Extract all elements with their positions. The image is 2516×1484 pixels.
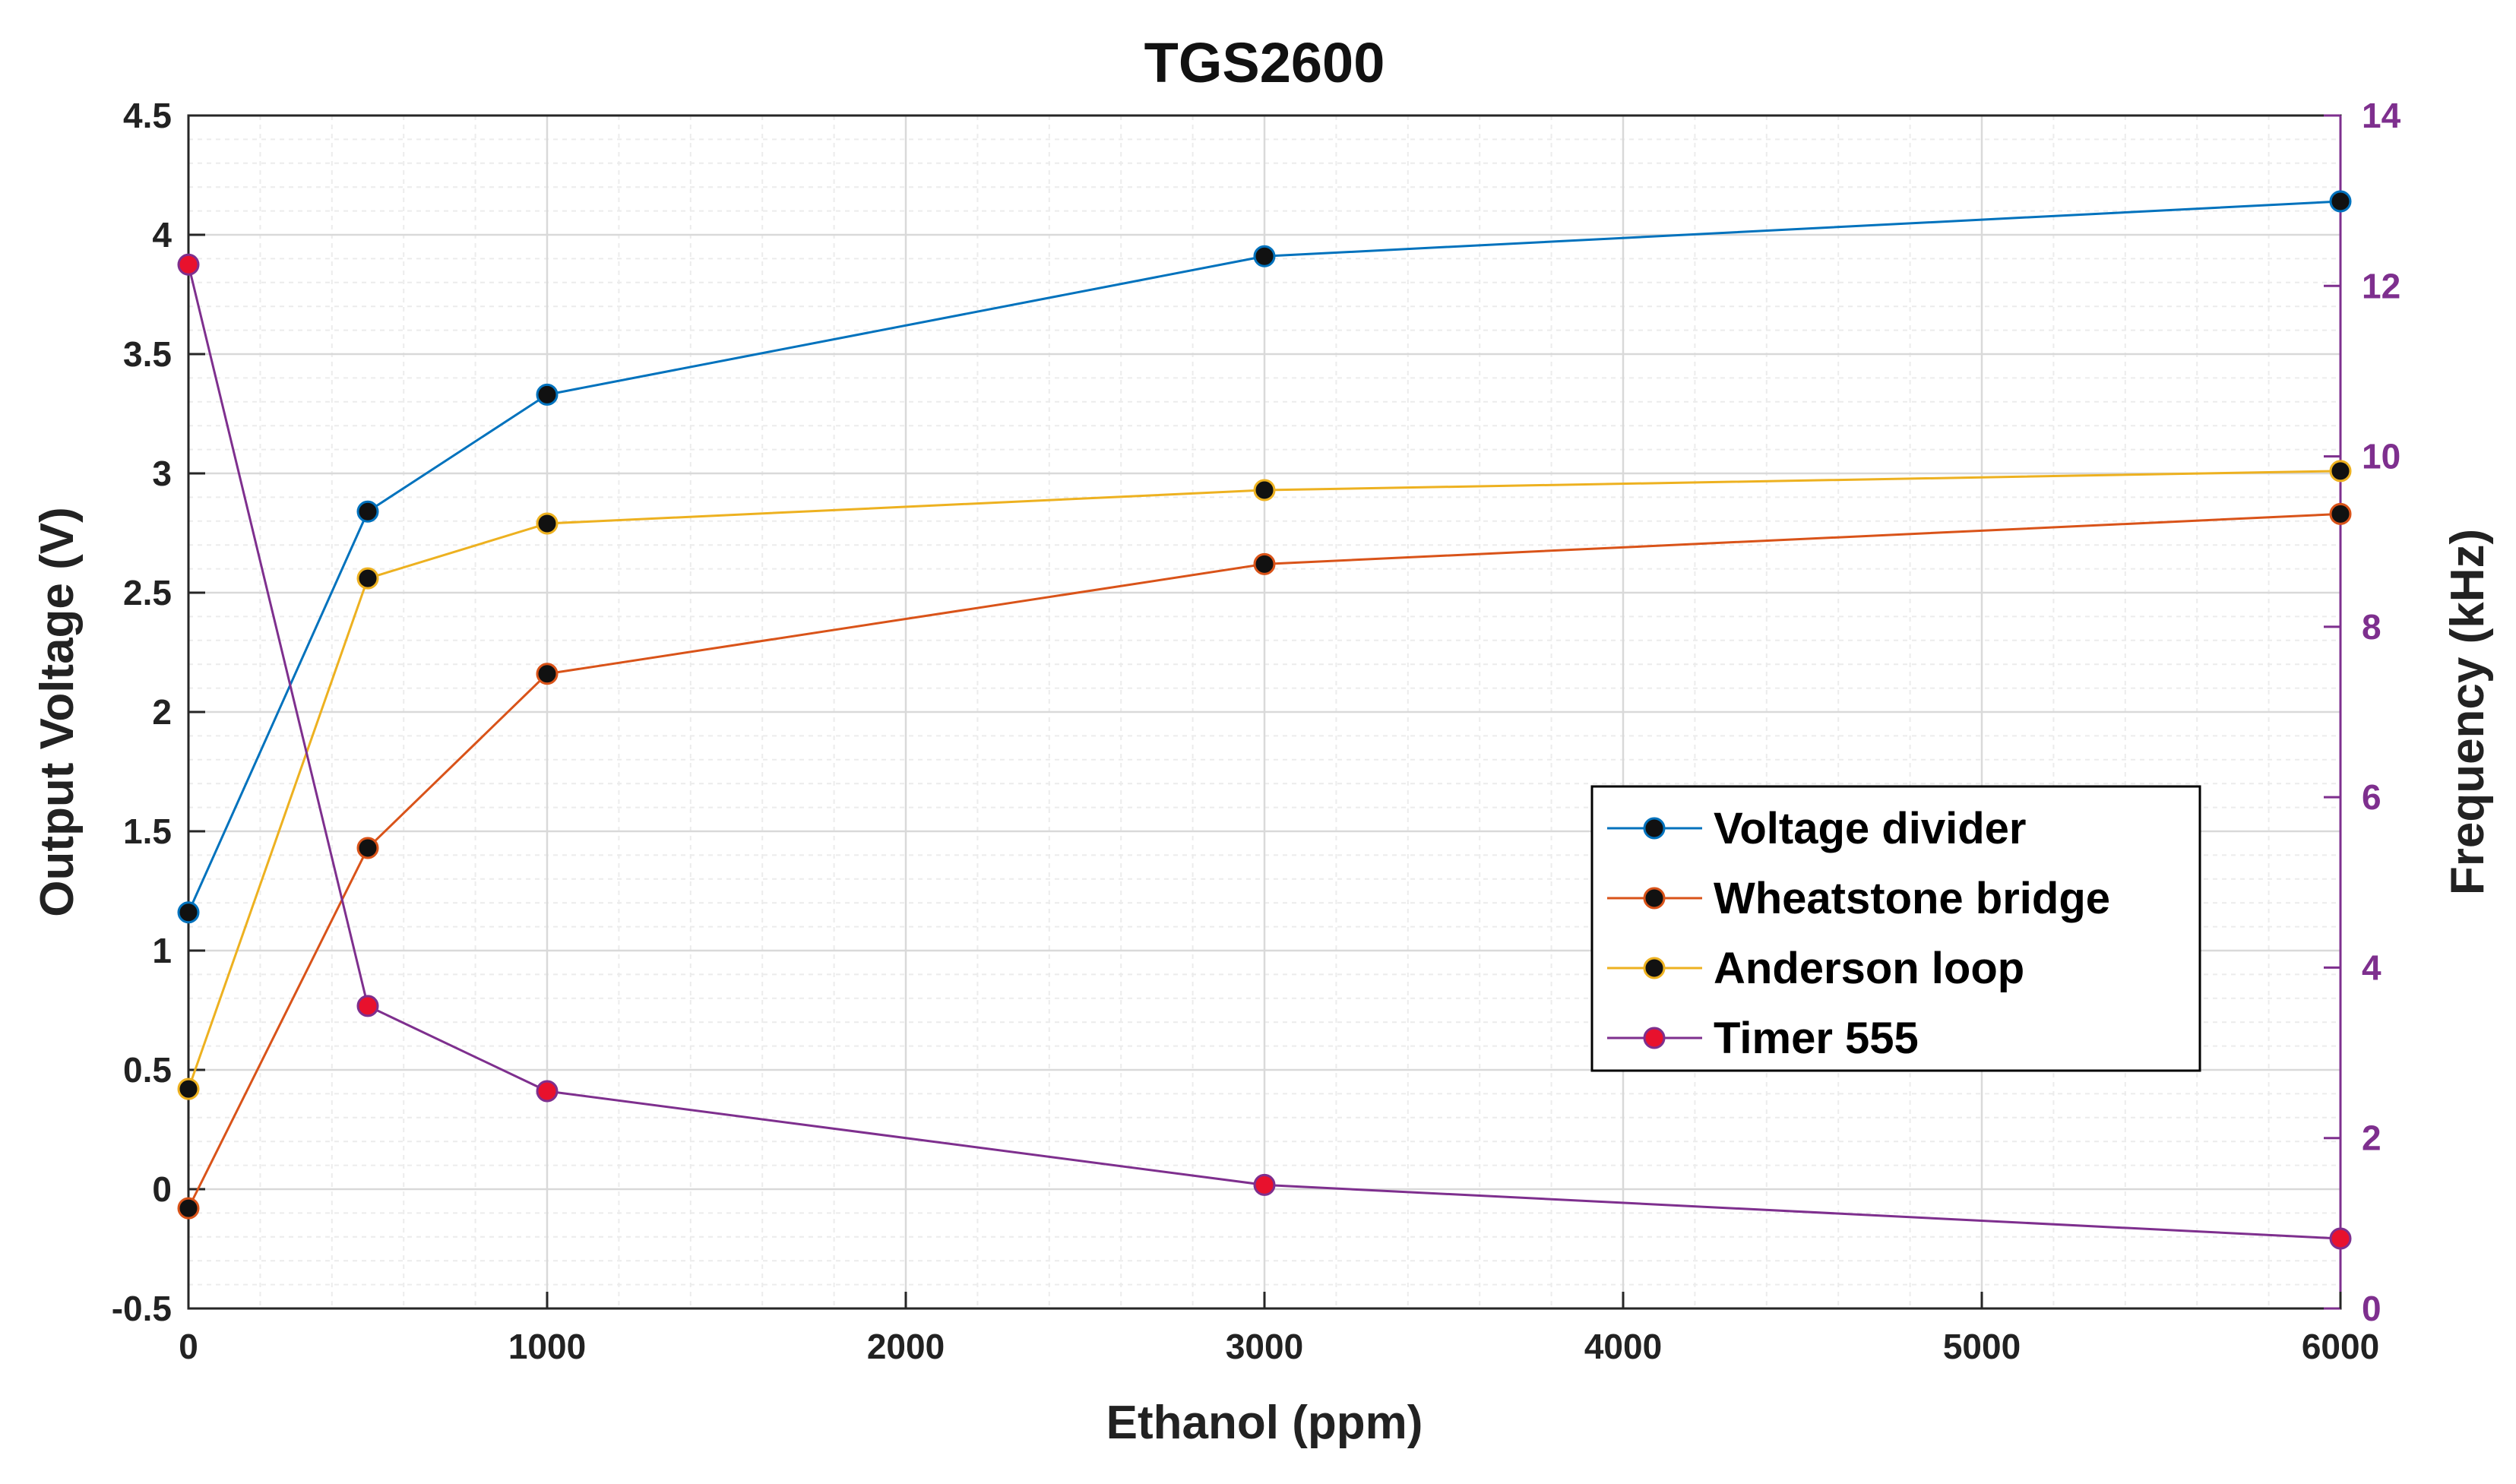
data-point: [356, 837, 379, 859]
y2-tick-label: 0: [2362, 1289, 2381, 1328]
data-point: [356, 500, 379, 523]
x-tick-label: 4000: [1584, 1327, 1662, 1366]
y-tick-label: 0: [152, 1169, 172, 1209]
series-layer: [177, 190, 2352, 1250]
x-tick-label: 2000: [867, 1327, 945, 1366]
y2-tick-label: 6: [2362, 777, 2381, 817]
y2-tick-label: 4: [2362, 948, 2381, 987]
y-tick-label: 2.5: [123, 573, 172, 612]
y2-axis-label: Frequency (kHz): [2442, 529, 2494, 895]
data-point: [1253, 479, 1276, 502]
x-tick-label: 5000: [1943, 1327, 2021, 1366]
y-tick-label: 1.5: [123, 812, 172, 851]
data-point: [536, 1080, 559, 1103]
y-tick-label: 3.5: [123, 334, 172, 374]
right-axis-ticks: 0 2 4 6 8 10 12 14: [2324, 96, 2401, 1328]
y2-tick-label: 10: [2362, 437, 2400, 476]
data-point: [1253, 245, 1276, 267]
legend-marker-2: [1643, 887, 1666, 910]
data-point: [1253, 1173, 1276, 1196]
data-point: [177, 253, 200, 276]
legend-box: [1590, 785, 2201, 1072]
data-point: [536, 663, 559, 685]
left-axis-ticks: -0.5 0 0.5 1 1.5 2 2.5 3 3.5 4 4.5: [112, 96, 205, 1328]
legend-label-4: Timer 555: [1714, 1014, 1919, 1063]
y2-tick-label: 12: [2362, 266, 2400, 305]
x-tick-label: 6000: [2302, 1327, 2379, 1366]
y-tick-label: 1: [152, 931, 172, 970]
legend: Voltage divider Wheatstone bridge Anderson…: [1590, 785, 2201, 1072]
x-axis-label: Ethanol (ppm): [1106, 1397, 1423, 1449]
data-point: [177, 901, 200, 924]
data-point: [1253, 552, 1276, 575]
legend-label-1: Voltage divider: [1714, 804, 2026, 853]
legend-marker-1: [1643, 817, 1666, 840]
y2-tick-label: 14: [2362, 96, 2401, 135]
x-tick-label: 0: [179, 1327, 198, 1366]
x-tick-label: 3000: [1226, 1327, 1303, 1366]
legend-marker-4: [1643, 1027, 1666, 1049]
y2-tick-label: 2: [2362, 1119, 2381, 1158]
legend-marker-3: [1643, 957, 1666, 979]
y-tick-label: 4: [152, 215, 172, 255]
y-tick-label: -0.5: [112, 1289, 172, 1328]
data-point: [2329, 190, 2352, 213]
data-point: [536, 383, 559, 406]
y-tick-label: 4.5: [123, 96, 172, 135]
data-point: [2329, 1227, 2352, 1250]
data-point: [177, 1077, 200, 1100]
data-point: [177, 1197, 200, 1220]
chart-title: TGS2600: [1144, 31, 1385, 94]
y2-tick-label: 8: [2362, 607, 2381, 647]
data-point: [356, 995, 379, 1017]
data-point: [536, 512, 559, 535]
data-point: [2329, 502, 2352, 525]
legend-label-3: Anderson loop: [1714, 944, 2024, 993]
x-axis-ticks: 0 1000 2000 3000 4000 5000 6000: [179, 1292, 2379, 1366]
data-point: [356, 567, 379, 590]
y-tick-label: 2: [152, 692, 172, 732]
legend-label-2: Wheatstone bridge: [1714, 874, 2110, 923]
y-tick-label: 0.5: [123, 1050, 172, 1090]
y-tick-label: 3: [152, 454, 172, 493]
y-axis-label: Output Voltage (V): [31, 507, 84, 917]
x-tick-label: 1000: [508, 1327, 586, 1366]
data-point: [2329, 460, 2352, 483]
